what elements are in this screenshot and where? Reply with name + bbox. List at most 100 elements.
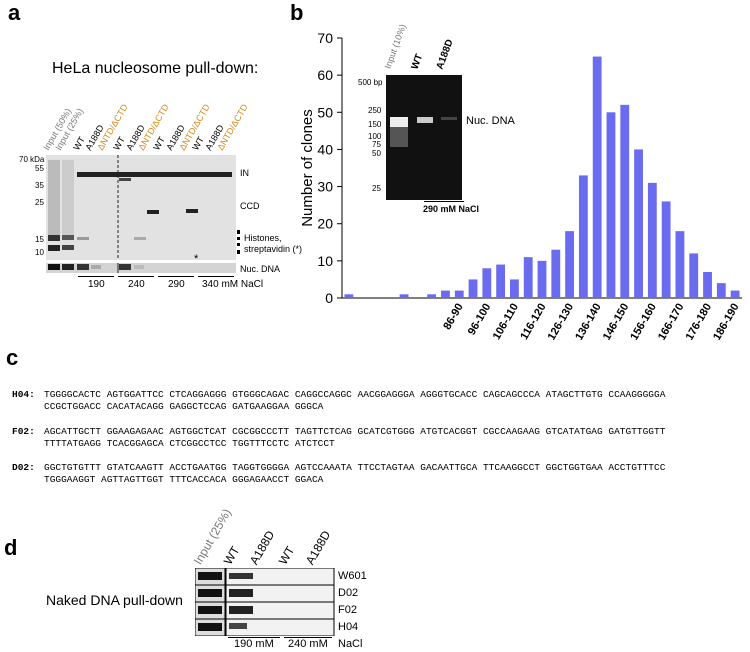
bar [551,249,561,298]
inset-gel [386,75,462,200]
bar [689,253,699,298]
panel-a-title: HeLa nucleosome pull-down: [52,60,259,77]
bar [427,294,437,298]
gel-salt: 290 mM NaCl [423,204,480,214]
gel-salt-line [424,201,464,202]
bar [647,182,657,298]
row-h04: H04 [338,621,359,633]
x-tick-label: 96-100 [466,302,494,338]
salt-a-240: 240 [128,279,145,290]
x-tick-label: 86-90 [441,302,465,332]
salt-line-a3 [158,276,194,277]
x-tick-label: 116-120 [518,302,548,341]
mw-70: 70 kDa [19,155,45,164]
panel-d-lane-label: WT [275,543,298,567]
bar [606,112,616,299]
panel-a-gel [46,155,236,273]
salt-d-190: 190 mM [234,638,274,650]
panel-d-lane-label: A188D [246,528,278,567]
label-star: * [194,253,199,265]
seq-d02-label: D02: [12,462,35,473]
histone-bracket [237,230,243,254]
bar [703,272,712,298]
bar [675,231,685,298]
gel-m-500: 500 bp [358,78,383,87]
bar [578,175,588,298]
bar [468,279,478,298]
bar [523,257,533,298]
x-tick-label: 126-130 [546,302,577,341]
panel-a-lane-label: WT [111,134,127,152]
gel-m-150: 150 [368,120,382,129]
seq-h04-label: H04: [12,389,35,400]
salt-line-d1 [228,637,280,638]
y-tick-label: 20 [317,216,333,232]
label-in: IN [240,168,249,178]
salt-d-240: 240 mM [288,638,328,650]
label-ccd: CCD [240,201,260,211]
x-tick-label: 106-110 [491,302,521,341]
bar [496,264,506,298]
x-tick-label: 146-150 [601,302,632,341]
salt-a-290: 290 [168,279,185,290]
seq-f02-line1: AGCATTGCTT GGAAGAGAAC AGTGGCTCAT CGCGGCC… [44,426,666,437]
y-tick-label: 10 [317,253,333,269]
mw-10: 10 [35,248,44,257]
bar [441,290,450,298]
bar [634,149,643,298]
salt-line-d2 [284,637,332,638]
y-tick-label: 60 [317,67,333,83]
panel-b-letter: b [290,0,304,25]
x-tick-label: 156-160 [628,302,659,341]
panel-d-letter: d [4,535,18,560]
gel-m-50: 50 [372,149,381,158]
mw-55: 55 [35,164,44,173]
gel-m-250: 250 [368,106,382,115]
insert-size-chart: 0 10 20 30 40 50 60 70 86-90 96-100106-110116-120… [299,30,742,341]
bar [482,268,492,298]
bar [510,279,519,298]
y-tick-label: 40 [317,141,333,157]
y-axis-label: Number of clones [299,109,316,227]
salt-line-a4 [198,276,234,277]
salt-a-190: 190 [88,279,105,290]
bar [344,294,354,298]
salt-line-a1 [78,276,114,277]
bar [565,231,574,298]
bar [730,290,740,298]
salt-line-a2 [118,276,154,277]
gel-band-label: Nuc. DNA [466,115,515,127]
gel-m-25: 25 [372,184,381,193]
y-tick-label: 0 [325,290,333,306]
row-d02: D02 [338,587,359,599]
seq-h04-line2: CCGCTGGACC CACATACAGG GAGGCTCCAG GATGAAG… [44,401,324,412]
y-tick-label: 70 [317,30,333,46]
mw-25: 25 [35,198,44,207]
bar [537,260,547,298]
salt-a-340: 340 mM NaCl [202,279,264,290]
seq-h04-line1: TGGGGCACTC AGTGGATTCC CTCAGGAGGG GTGGGCA… [44,389,666,400]
row-w601: W601 [338,570,367,582]
bar [620,104,630,298]
y-tick-label: 30 [317,179,333,195]
x-tick-label: 166-170 [656,302,687,341]
x-tick-label: 136-140 [573,302,604,341]
seq-f02-label: F02: [12,426,35,437]
panel-a-lane-label: WT [151,134,167,152]
label-nuc-dna-a: Nuc. DNA [240,264,281,274]
seq-d02-line1: GGCTGTGTTT GTATCAAGTT ACCTGAATGG TAGGTGG… [44,462,666,473]
x-tick-label: 186-190 [711,302,742,341]
bar [661,201,671,298]
label-histones: Histones, [244,233,282,243]
panel-c-letter: c [6,345,19,370]
label-streptavidin: streptavidin (*) [244,244,303,254]
x-tick-label: 176-180 [684,302,715,341]
panel-d-lane-label: WT [220,543,243,567]
bar [592,56,602,299]
panel-d-title: Naked DNA pull-down [46,592,183,608]
bar [399,294,409,298]
y-tick-label: 50 [317,104,333,120]
row-f02: F02 [338,604,357,616]
gel-m-75: 75 [372,140,381,149]
panel-d-lane-label: A188D [302,528,334,567]
